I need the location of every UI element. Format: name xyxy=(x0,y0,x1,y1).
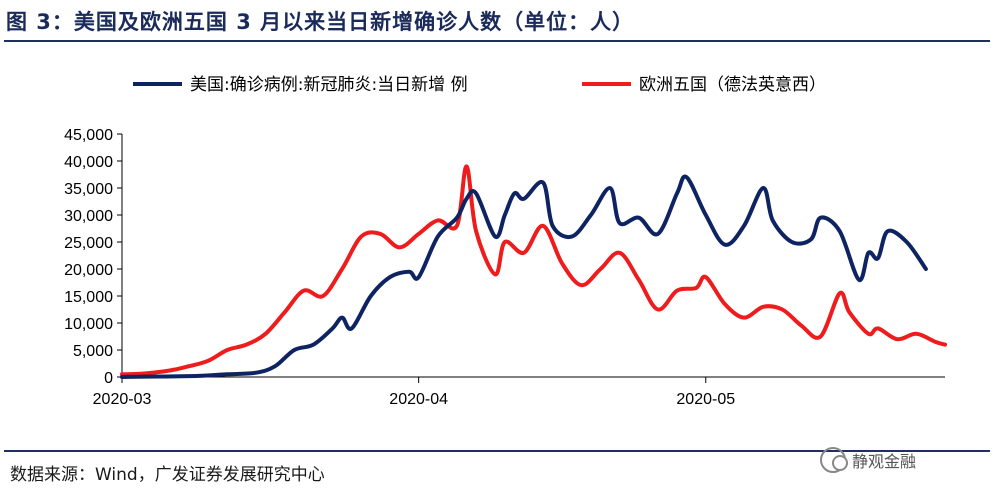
y-tick-label: 20,000 xyxy=(64,262,113,279)
y-tick-label: 5,000 xyxy=(73,343,113,360)
top-rule xyxy=(4,40,990,42)
series-eu-line xyxy=(120,164,947,377)
bottom-rule xyxy=(4,450,990,452)
line-chart: 美国:确诊病例:新冠肺炎:当日新增 例 欧洲五国（德法英意西） 0 5,000 10… xyxy=(64,75,947,408)
x-tick-label: 2020-05 xyxy=(676,391,735,408)
watermark-text: 静观金融 xyxy=(852,452,917,471)
x-tick-label: 2020-04 xyxy=(389,391,448,408)
y-tick-label: 10,000 xyxy=(64,316,113,333)
chat-bubble-icon xyxy=(820,447,848,473)
watermark: 静观金融 xyxy=(820,445,980,475)
y-tick-label: 35,000 xyxy=(64,181,113,198)
y-tick-label: 30,000 xyxy=(64,208,113,225)
series-us-line xyxy=(120,174,928,379)
legend-label-eu: 欧洲五国（德法英意西） xyxy=(639,75,826,95)
y-tick-label: 40,000 xyxy=(64,154,113,171)
figure-title: 图 3：美国及欧洲五国 3 月以来当日新增确诊人数（单位：人） xyxy=(6,10,635,34)
y-axis: 0 5,000 10,000 15,000 20,000 25,000 30,000 35,0… xyxy=(64,127,123,387)
x-tick-label: 2020-03 xyxy=(93,391,152,408)
y-tick-label: 25,000 xyxy=(64,235,113,252)
x-axis: 2020-03 2020-04 2020-05 xyxy=(93,376,945,408)
series-layer xyxy=(120,164,947,379)
y-tick-label: 0 xyxy=(104,370,113,387)
chart-legend: 美国:确诊病例:新冠肺炎:当日新增 例 欧洲五国（德法英意西） xyxy=(133,75,826,95)
y-tick-label: 15,000 xyxy=(64,289,113,306)
y-tick-label: 45,000 xyxy=(64,127,113,144)
legend-label-us: 美国:确诊病例:新冠肺炎:当日新增 例 xyxy=(190,75,468,95)
source-note: 数据来源：Wind，广发证券发展研究中心 xyxy=(10,465,325,485)
